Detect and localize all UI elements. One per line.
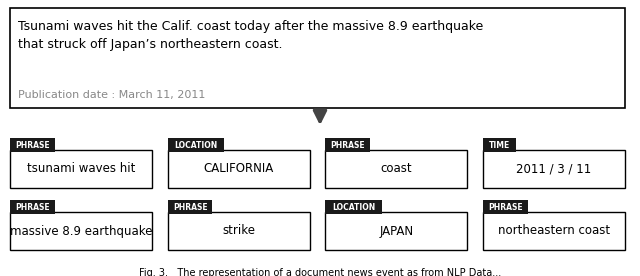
Text: massive 8.9 earthquake: massive 8.9 earthquake xyxy=(10,224,152,238)
FancyBboxPatch shape xyxy=(10,8,625,108)
FancyBboxPatch shape xyxy=(325,138,370,152)
FancyBboxPatch shape xyxy=(483,138,516,152)
FancyBboxPatch shape xyxy=(10,150,152,188)
FancyBboxPatch shape xyxy=(168,200,212,214)
Text: PHRASE: PHRASE xyxy=(488,203,523,211)
Text: JAPAN: JAPAN xyxy=(380,224,413,238)
FancyBboxPatch shape xyxy=(325,200,381,214)
FancyBboxPatch shape xyxy=(483,200,528,214)
FancyBboxPatch shape xyxy=(483,150,625,188)
FancyBboxPatch shape xyxy=(325,212,467,250)
FancyBboxPatch shape xyxy=(325,150,467,188)
Text: PHRASE: PHRASE xyxy=(173,203,207,211)
Text: Tsunami waves hit the Calif. coast today after the massive 8.9 earthquake
that s: Tsunami waves hit the Calif. coast today… xyxy=(18,20,483,51)
Text: TIME: TIME xyxy=(489,140,510,150)
FancyBboxPatch shape xyxy=(168,138,224,152)
FancyBboxPatch shape xyxy=(10,212,152,250)
Text: PHRASE: PHRASE xyxy=(15,140,50,150)
Text: tsunami waves hit: tsunami waves hit xyxy=(27,163,135,176)
FancyBboxPatch shape xyxy=(10,200,55,214)
Text: Fig. 3.   The representation of a document news event as from NLP Data...: Fig. 3. The representation of a document… xyxy=(139,268,501,276)
Text: northeastern coast: northeastern coast xyxy=(498,224,610,238)
Text: 2011 / 3 / 11: 2011 / 3 / 11 xyxy=(516,163,591,176)
Text: LOCATION: LOCATION xyxy=(332,203,375,211)
Text: coast: coast xyxy=(381,163,412,176)
Text: PHRASE: PHRASE xyxy=(330,140,365,150)
Text: LOCATION: LOCATION xyxy=(174,140,218,150)
FancyBboxPatch shape xyxy=(168,212,310,250)
FancyBboxPatch shape xyxy=(168,150,310,188)
FancyBboxPatch shape xyxy=(483,212,625,250)
FancyBboxPatch shape xyxy=(10,138,55,152)
Text: strike: strike xyxy=(222,224,255,238)
Text: Publication date : March 11, 2011: Publication date : March 11, 2011 xyxy=(18,90,205,100)
Text: PHRASE: PHRASE xyxy=(15,203,50,211)
Text: CALIFORNIA: CALIFORNIA xyxy=(204,163,274,176)
